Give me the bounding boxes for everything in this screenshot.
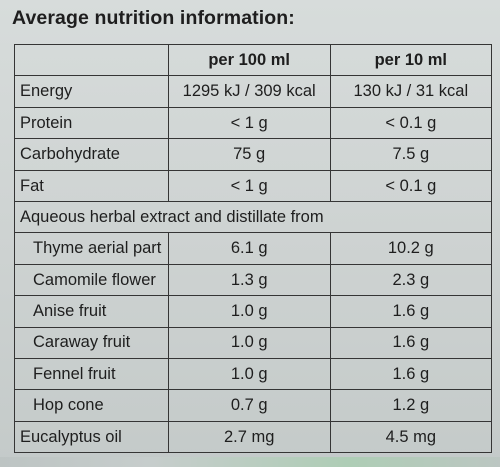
value-per-10ml: 1.2 g (329, 389, 493, 422)
value-per-10ml: 1.6 g (329, 295, 493, 328)
row-label: Thyme aerial part (14, 232, 169, 265)
row-label: Carbohydrate (14, 138, 169, 171)
value-per-10ml: 1.6 g (329, 326, 493, 359)
table-row: Protein < 1 g < 0.1 g (14, 106, 493, 140)
row-label: Fat (14, 169, 169, 202)
value-per-100ml: 0.7 g (167, 389, 331, 422)
table-row: Fat < 1 g < 0.1 g (14, 169, 493, 202)
header-cell-empty (14, 43, 169, 77)
table-header-row: per 100 ml per 10 ml (14, 43, 493, 77)
table-row: Eucalyptus oil 2.7 mg 4.5 mg (14, 420, 493, 454)
row-label: Hop cone (14, 389, 169, 422)
value-per-100ml: 1.3 g (167, 263, 331, 297)
table-row: Anise fruit 1.0 g 1.6 g (14, 295, 493, 328)
package-edge-strip (0, 457, 500, 467)
table-row: Hop cone 0.7 g 1.2 g (14, 389, 493, 422)
value-per-100ml: < 1 g (167, 169, 331, 202)
row-label: Eucalyptus oil (14, 420, 169, 454)
value-per-10ml: 130 kJ / 31 kcal (329, 75, 493, 108)
table-row: Energy 1295 kJ / 309 kcal 130 kJ / 31 kc… (14, 75, 493, 108)
value-per-100ml: 75 g (167, 138, 331, 171)
row-label: Camomile flower (14, 263, 169, 297)
value-per-100ml: 1.0 g (167, 357, 331, 391)
row-label: Fennel fruit (14, 357, 169, 391)
value-per-10ml: 4.5 mg (329, 420, 493, 454)
value-per-10ml: 1.6 g (329, 357, 493, 391)
value-per-10ml: < 0.1 g (329, 169, 493, 202)
value-per-100ml: 6.1 g (167, 232, 331, 265)
section-row: Aqueous herbal extract and distillate fr… (14, 200, 492, 234)
table-row: Carbohydrate 75 g 7.5 g (14, 138, 493, 171)
section-label: Aqueous herbal extract and distillate fr… (14, 200, 492, 234)
value-per-100ml: 1295 kJ / 309 kcal (167, 75, 331, 108)
value-per-10ml: 2.3 g (329, 263, 493, 297)
row-label: Energy (14, 75, 169, 108)
value-per-10ml: 10.2 g (329, 232, 493, 265)
table-row: Thyme aerial part 6.1 g 10.2 g (14, 232, 493, 265)
nutrition-table: per 100 ml per 10 ml Energy 1295 kJ / 30… (14, 43, 493, 454)
header-cell-per-100ml: per 100 ml (167, 43, 331, 77)
table-row: Fennel fruit 1.0 g 1.6 g (14, 357, 493, 391)
row-label: Caraway fruit (14, 326, 169, 359)
value-per-10ml: < 0.1 g (329, 106, 493, 140)
header-cell-per-10ml: per 10 ml (329, 43, 493, 77)
value-per-100ml: < 1 g (167, 106, 331, 140)
row-label: Protein (14, 106, 169, 140)
table-row: Camomile flower 1.3 g 2.3 g (14, 263, 493, 297)
value-per-100ml: 1.0 g (167, 326, 331, 359)
value-per-100ml: 1.0 g (167, 295, 331, 328)
row-label: Anise fruit (14, 295, 169, 328)
page-title: Average nutrition information: (12, 7, 295, 29)
table-row: Caraway fruit 1.0 g 1.6 g (14, 326, 493, 359)
value-per-10ml: 7.5 g (329, 138, 493, 171)
value-per-100ml: 2.7 mg (167, 420, 331, 454)
